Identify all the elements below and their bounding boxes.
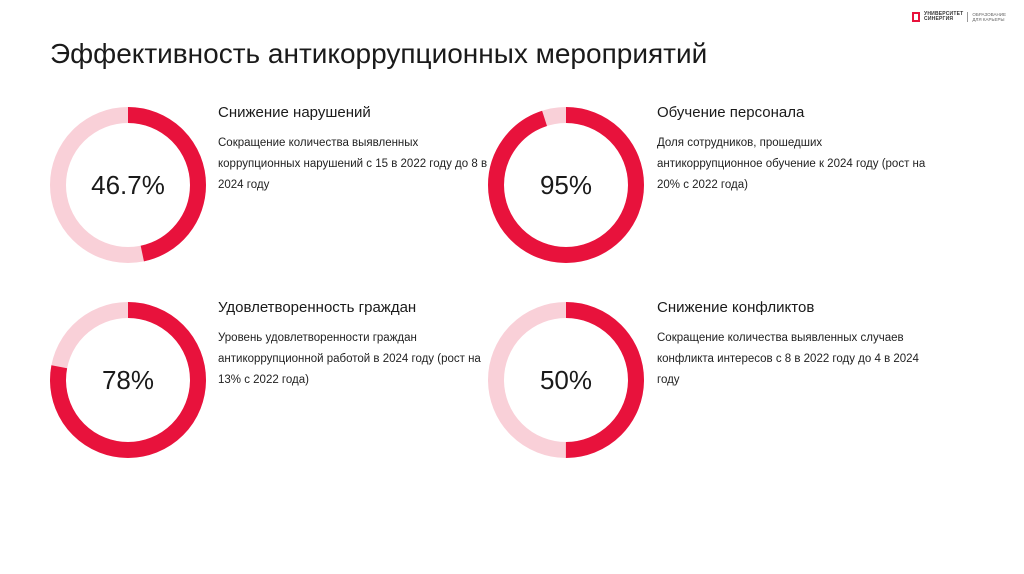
- donut-chart: 95%: [486, 105, 646, 265]
- card-description: Сокращение количества выявленных случаев…: [657, 332, 919, 386]
- donut-chart: 50%: [486, 300, 646, 460]
- donut-chart: 78%: [48, 300, 208, 460]
- donut-value-arc: [50, 302, 206, 458]
- donut-value-arc: [488, 302, 644, 458]
- card-description: Сокращение количества выявленных коррупц…: [218, 137, 488, 191]
- donut-value-arc: [50, 107, 206, 263]
- logo-icon: [912, 12, 921, 22]
- donut-svg: [50, 107, 206, 263]
- card-title: Снижение нарушений: [218, 104, 371, 121]
- logo-tagline: ОБРАЗОВАНИЕ ДЛЯ КАРЬЕРЫ: [972, 12, 1006, 22]
- donut-svg: [488, 302, 644, 458]
- card-title: Обучение персонала: [657, 104, 805, 121]
- donut-value: 78%: [101, 364, 155, 395]
- page-title: Эффективность антикоррупционных мероприя…: [50, 38, 708, 69]
- donut-chart: 46.7%: [48, 105, 208, 265]
- donut-value-arc: [488, 107, 644, 263]
- card-title: Снижение конфликтов: [657, 299, 815, 316]
- logo-main-text: УНИВЕРСИТЕТ СИНЕРГИЯ: [924, 11, 964, 22]
- brand-logo: УНИВЕРСИТЕТ СИНЕРГИЯ ОБРАЗОВАНИЕ ДЛЯ КАР…: [912, 12, 1006, 22]
- card-description: Уровень удовлетворенности граждан антико…: [218, 332, 481, 386]
- logo-divider: [967, 12, 969, 22]
- donut-value: 95%: [539, 169, 593, 200]
- donut-value: 50%: [539, 364, 593, 395]
- donut-svg: [50, 302, 206, 458]
- donut-svg: [488, 107, 644, 263]
- donut-value: 46.7%: [91, 169, 165, 200]
- card-description: Доля сотрудников, прошедших антикоррупци…: [657, 137, 926, 191]
- card-title: Удовлетворенность граждан: [218, 299, 417, 316]
